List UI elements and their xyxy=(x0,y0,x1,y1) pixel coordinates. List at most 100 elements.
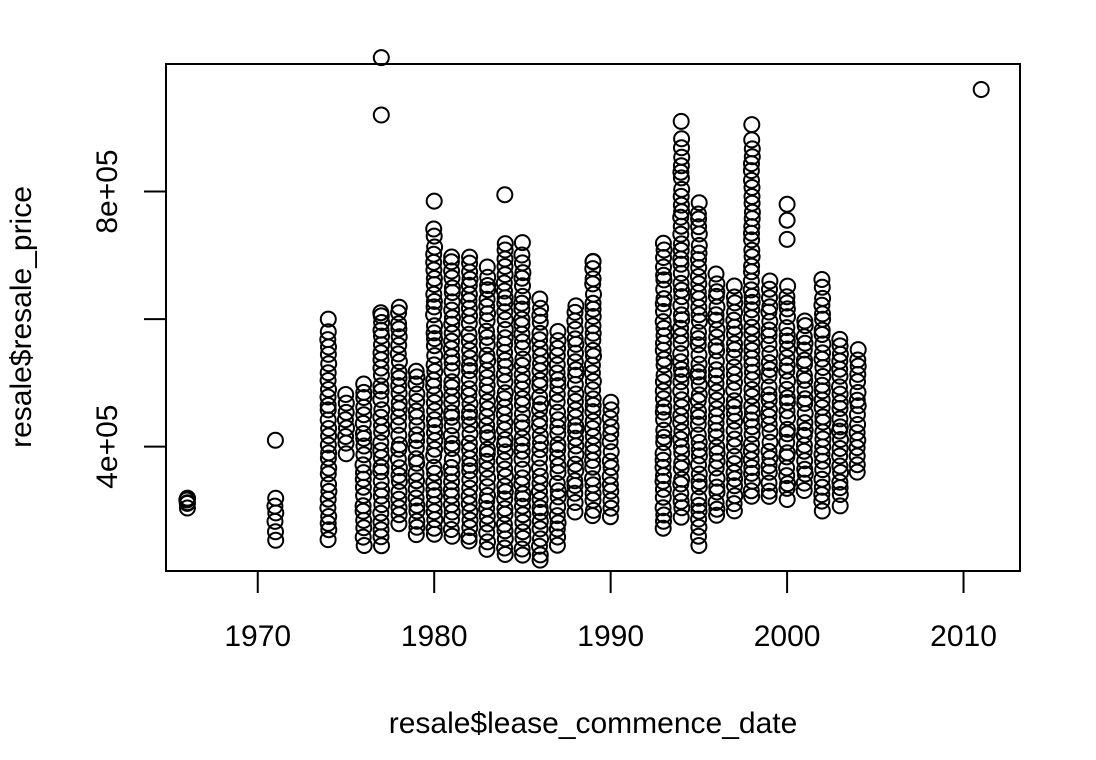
data-point xyxy=(549,514,567,532)
data-point xyxy=(514,287,532,305)
data-point xyxy=(813,399,831,416)
data-point xyxy=(743,459,761,476)
data-point xyxy=(443,378,461,396)
data-point xyxy=(478,290,496,308)
data-point xyxy=(442,521,460,538)
data-point xyxy=(760,335,778,353)
data-point xyxy=(478,258,496,276)
data-point xyxy=(831,440,849,457)
data-point xyxy=(725,365,743,383)
data-point xyxy=(548,449,566,467)
data-point xyxy=(496,384,514,402)
data-point xyxy=(672,306,690,324)
data-point xyxy=(426,330,443,348)
data-point xyxy=(795,426,813,444)
data-point xyxy=(690,489,708,507)
x-tick-label: 1980 xyxy=(401,620,468,653)
data-point xyxy=(407,489,425,507)
data-point xyxy=(778,362,796,380)
data-point xyxy=(513,254,531,272)
data-point xyxy=(796,421,814,439)
data-point xyxy=(708,506,726,524)
data-point xyxy=(425,270,443,287)
data-point xyxy=(690,473,708,491)
data-point xyxy=(726,447,743,465)
data-point xyxy=(707,306,725,324)
data-point xyxy=(461,362,479,380)
data-point xyxy=(848,456,866,474)
data-point xyxy=(407,362,425,380)
data-point xyxy=(742,162,760,180)
data-point xyxy=(742,411,760,429)
data-point xyxy=(654,519,672,537)
data-point xyxy=(390,394,408,412)
data-point xyxy=(743,334,761,352)
data-point xyxy=(708,444,726,462)
data-point xyxy=(372,382,390,400)
data-point xyxy=(743,341,761,359)
data-point xyxy=(372,504,390,522)
data-point xyxy=(673,366,691,384)
data-point xyxy=(513,294,531,312)
data-point xyxy=(761,280,778,298)
data-point xyxy=(443,404,461,422)
data-point xyxy=(655,512,672,530)
data-point xyxy=(778,420,796,438)
y-axis: 4e+05 8e+05 xyxy=(91,149,167,489)
data-point xyxy=(461,254,479,272)
data-point xyxy=(672,353,690,371)
data-point xyxy=(760,407,778,425)
data-point xyxy=(690,478,708,496)
data-point xyxy=(778,294,796,312)
data-point xyxy=(426,317,443,335)
data-point xyxy=(355,375,373,393)
data-point xyxy=(689,205,707,223)
data-point xyxy=(743,404,761,422)
data-point xyxy=(460,325,478,343)
data-point xyxy=(496,431,514,448)
data-point xyxy=(673,139,690,157)
data-point xyxy=(548,364,566,382)
data-point xyxy=(373,314,391,331)
data-point xyxy=(654,234,672,252)
data-point xyxy=(848,391,866,409)
data-point xyxy=(532,434,549,452)
data-point xyxy=(796,351,813,369)
data-point xyxy=(390,515,408,533)
data-point xyxy=(725,421,743,439)
data-point xyxy=(672,241,690,259)
data-point xyxy=(778,349,796,366)
data-point xyxy=(408,518,426,536)
data-point xyxy=(514,277,531,295)
data-point xyxy=(355,519,373,537)
data-point xyxy=(831,418,849,436)
data-point xyxy=(778,288,796,306)
data-point xyxy=(743,248,761,266)
data-point xyxy=(531,417,548,435)
data-point xyxy=(319,499,337,517)
data-point xyxy=(461,270,479,288)
data-point xyxy=(655,241,673,259)
data-point xyxy=(354,456,372,474)
data-point xyxy=(814,368,832,385)
data-point xyxy=(478,336,496,354)
data-point xyxy=(761,433,779,451)
data-point xyxy=(443,451,461,469)
data-point xyxy=(531,401,549,419)
data-point xyxy=(514,523,532,541)
data-point xyxy=(566,472,584,490)
data-point xyxy=(849,357,867,375)
data-point xyxy=(372,307,390,325)
data-point xyxy=(390,369,408,387)
data-point xyxy=(813,296,831,314)
data-point xyxy=(372,377,390,395)
data-point xyxy=(848,463,866,481)
x-tick-label: 2000 xyxy=(754,620,821,653)
data-point xyxy=(726,487,744,505)
data-point xyxy=(514,350,532,368)
data-point xyxy=(689,330,707,348)
data-point xyxy=(478,540,496,558)
data-point xyxy=(726,477,743,495)
data-point xyxy=(708,391,726,409)
